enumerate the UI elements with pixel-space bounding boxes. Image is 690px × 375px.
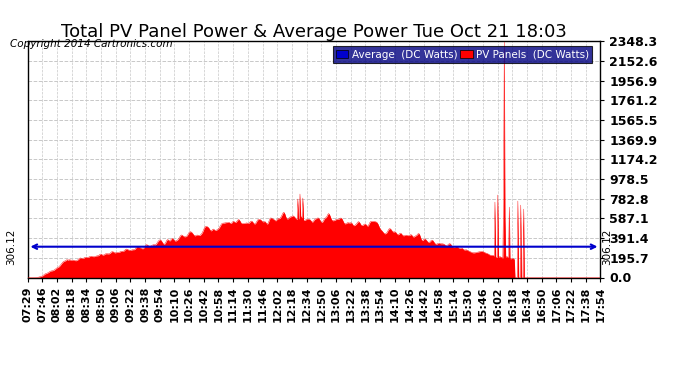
Title: Total PV Panel Power & Average Power Tue Oct 21 18:03: Total PV Panel Power & Average Power Tue…	[61, 23, 567, 41]
Legend: Average  (DC Watts), PV Panels  (DC Watts): Average (DC Watts), PV Panels (DC Watts)	[333, 46, 592, 63]
Text: Copyright 2014 Cartronics.com: Copyright 2014 Cartronics.com	[10, 39, 173, 50]
Text: 306.12: 306.12	[6, 228, 16, 265]
Text: 306.12: 306.12	[602, 228, 613, 265]
